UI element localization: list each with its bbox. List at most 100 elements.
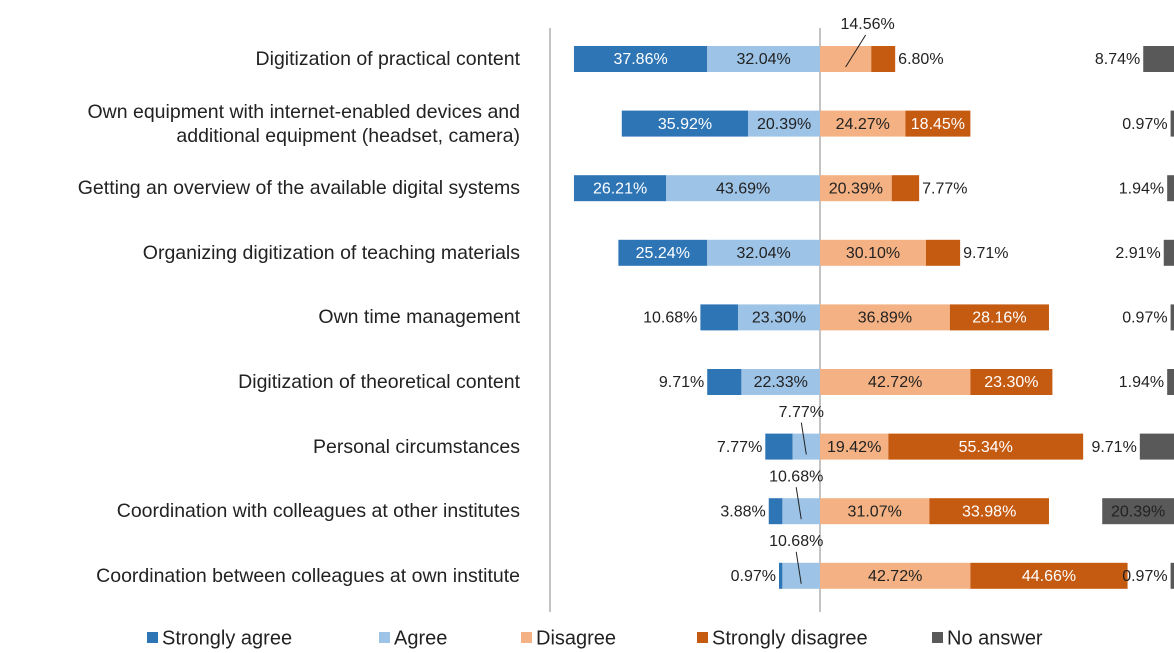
bar-segment bbox=[925, 239, 961, 266]
value-label: 43.69% bbox=[716, 180, 770, 197]
value-label: 35.92% bbox=[658, 116, 712, 133]
bar-segment bbox=[970, 369, 1053, 395]
category-label: Digitization of practical content bbox=[255, 48, 520, 70]
bar-segment bbox=[1163, 239, 1174, 266]
bar-segment bbox=[891, 175, 920, 202]
bar-segment bbox=[618, 239, 708, 266]
value-label: 22.33% bbox=[754, 374, 808, 391]
bar-segment bbox=[820, 369, 971, 395]
leader-line bbox=[795, 487, 802, 520]
legend-label: No answer bbox=[947, 627, 1043, 649]
legend-label: Strongly disagree bbox=[712, 627, 868, 649]
category-label: Coordination with colleagues at other in… bbox=[116, 500, 520, 523]
value-label: 1.94% bbox=[1119, 180, 1164, 197]
bar-segment bbox=[707, 239, 820, 266]
bar-segment bbox=[1102, 498, 1174, 525]
value-label: 44.66% bbox=[1022, 568, 1076, 585]
value-label: 23.30% bbox=[984, 374, 1038, 391]
legend-label: Agree bbox=[394, 627, 447, 649]
value-label: 3.88% bbox=[720, 503, 765, 520]
bar-segment bbox=[778, 562, 783, 589]
value-label: 33.98% bbox=[962, 503, 1016, 520]
value-label: 9.71% bbox=[1091, 439, 1136, 456]
value-label: 0.97% bbox=[1122, 310, 1167, 327]
value-label: 32.04% bbox=[736, 245, 790, 262]
legend-label: Disagree bbox=[536, 627, 616, 649]
legend-label: Strongly agree bbox=[162, 627, 292, 649]
value-label: 7.77% bbox=[779, 404, 824, 421]
value-label: 6.80% bbox=[898, 51, 943, 68]
value-label: 0.97% bbox=[1122, 568, 1167, 585]
category-label: Coordination between colleagues at own i… bbox=[96, 564, 520, 587]
value-label: 55.34% bbox=[959, 439, 1013, 456]
bar-segment bbox=[820, 562, 971, 589]
bar-segment bbox=[700, 304, 738, 331]
leader-line bbox=[800, 422, 807, 455]
bar-segment bbox=[820, 498, 930, 525]
value-label: 32.04% bbox=[736, 51, 790, 68]
value-label: 9.71% bbox=[963, 245, 1008, 262]
category-label: Own time management bbox=[318, 306, 520, 329]
bar-segment bbox=[1170, 110, 1174, 137]
legend-swatch bbox=[521, 632, 532, 643]
bar-segment bbox=[741, 369, 820, 395]
bar-segment bbox=[765, 433, 793, 460]
value-label: 14.56% bbox=[840, 16, 894, 33]
bar-segment bbox=[782, 562, 820, 589]
value-label: 25.24% bbox=[636, 245, 690, 262]
bar-segment bbox=[820, 433, 889, 460]
leader-line bbox=[795, 551, 802, 584]
category-label: Own equipment with internet-enabled devi… bbox=[87, 100, 520, 147]
bar-segment bbox=[748, 110, 820, 137]
bar-segment bbox=[871, 46, 896, 72]
bar-segment bbox=[820, 175, 892, 202]
bar-segment bbox=[888, 433, 1084, 460]
bar-segment bbox=[1170, 304, 1174, 331]
bar-segment bbox=[737, 304, 820, 331]
bar-segment bbox=[621, 110, 749, 137]
value-label: 7.77% bbox=[922, 180, 967, 197]
bar-segment bbox=[768, 498, 783, 525]
legend-swatch bbox=[379, 632, 390, 643]
value-label: 26.21% bbox=[593, 180, 647, 197]
bar-segment bbox=[1167, 175, 1174, 202]
bar-segment bbox=[666, 175, 820, 202]
value-label: 0.97% bbox=[1122, 116, 1167, 133]
value-label: 10.68% bbox=[769, 468, 823, 485]
value-label: 36.89% bbox=[858, 310, 912, 327]
value-label: 30.10% bbox=[846, 245, 900, 262]
bar-segment bbox=[929, 498, 1049, 525]
bar-segment bbox=[573, 46, 708, 72]
bar-segment bbox=[782, 498, 820, 525]
bar-segment bbox=[707, 369, 742, 395]
bar-segment bbox=[820, 239, 926, 266]
value-label: 28.16% bbox=[972, 310, 1026, 327]
value-label: 7.77% bbox=[717, 439, 762, 456]
value-label: 9.71% bbox=[659, 374, 704, 391]
bar-segment bbox=[573, 175, 667, 202]
value-label: 2.91% bbox=[1115, 245, 1160, 262]
leader-line bbox=[845, 34, 867, 68]
value-label: 18.45% bbox=[911, 116, 965, 133]
bar-segment bbox=[1170, 562, 1174, 589]
legend-swatch bbox=[697, 632, 708, 643]
bar-segment bbox=[792, 433, 820, 460]
legend-swatch bbox=[932, 632, 943, 643]
value-label: 42.72% bbox=[868, 568, 922, 585]
value-label: 10.68% bbox=[643, 310, 697, 327]
bar-segment bbox=[1143, 46, 1174, 72]
bar-segment bbox=[970, 562, 1128, 589]
bar-segment bbox=[905, 110, 971, 137]
bar-segment bbox=[949, 304, 1049, 331]
value-label: 37.86% bbox=[613, 51, 667, 68]
value-label: 42.72% bbox=[868, 374, 922, 391]
value-label: 20.39% bbox=[829, 180, 883, 197]
value-label: 23.30% bbox=[752, 310, 806, 327]
value-label: 10.68% bbox=[769, 533, 823, 550]
bar-segment bbox=[1139, 433, 1174, 460]
value-label: 31.07% bbox=[848, 503, 902, 520]
value-label: 20.39% bbox=[1111, 503, 1165, 520]
value-label: 0.97% bbox=[731, 568, 776, 585]
